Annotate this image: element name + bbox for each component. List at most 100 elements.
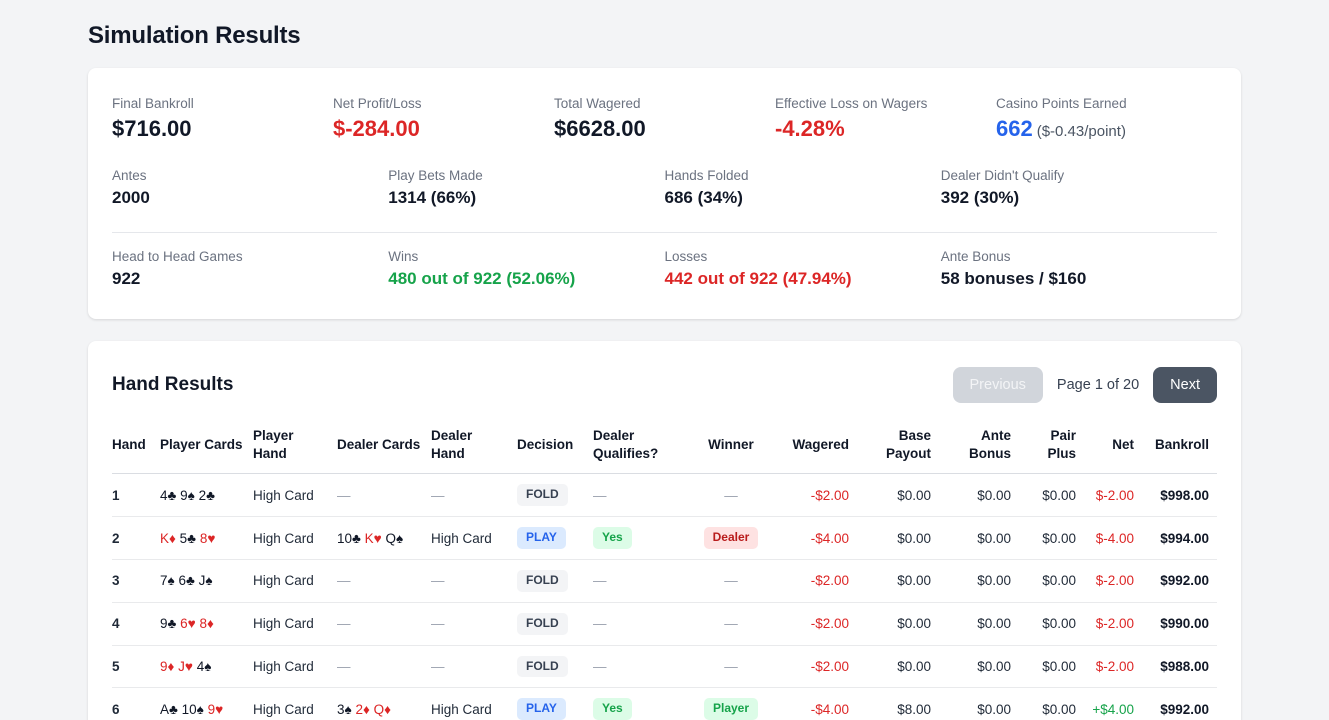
empty-dash: — [337, 659, 351, 675]
qualifies-badge: Yes [593, 698, 632, 720]
stat-effective-loss: Effective Loss on Wagers -4.28% [775, 96, 996, 142]
decision-badge: PLAY [517, 527, 566, 550]
playing-card: 5♣ [179, 530, 197, 546]
playing-card: 8♥ [199, 530, 216, 546]
cell-winner: Dealer [691, 516, 779, 561]
playing-card: 9♣ [160, 616, 177, 632]
decision-badge: FOLD [517, 612, 568, 635]
stat-value: 480 out of 922 (52.06%) [388, 269, 576, 288]
stat-label: Net Profit/Loss [333, 96, 422, 111]
hand-results-header: Hand Results Previous Page 1 of 20 Next [112, 367, 1217, 403]
cell-player-hand: High Card [253, 602, 337, 646]
cell-net: $-4.00 [1084, 516, 1142, 561]
cell-qualifies: Yes [593, 516, 691, 561]
cell-decision: FOLD [517, 602, 593, 646]
cell-wagered: -$2.00 [779, 602, 857, 646]
cell-player-hand: High Card [253, 516, 337, 561]
playing-card: 7♠ [160, 573, 175, 589]
playing-card: Q♦ [373, 701, 392, 717]
cell-dealer-hand: — [431, 473, 517, 518]
empty-dash: — [431, 487, 445, 503]
cell-qualifies: — [593, 645, 691, 689]
column-header-hand: Hand [112, 421, 160, 475]
cell-player-cards: A♣ 10♠ 9♥ [160, 687, 253, 720]
stat-value: 2000 [112, 188, 150, 207]
cell-pair-plus: $0.00 [1019, 473, 1084, 518]
empty-dash: — [337, 616, 351, 632]
stat-value: 392 (30%) [940, 188, 1020, 207]
empty-dash: — [724, 573, 738, 589]
cell-hand: 1 [112, 473, 160, 518]
playing-card: J♥ [178, 659, 193, 675]
cell-pair-plus: $0.00 [1019, 559, 1084, 603]
playing-card: 9♠ [180, 487, 195, 503]
cell-ante-bonus: $0.00 [939, 559, 1019, 603]
stat-losses: Losses 442 out of 922 (47.94%) [665, 249, 941, 289]
stat-label: Effective Loss on Wagers [775, 96, 928, 111]
cell-hand: 2 [112, 516, 160, 561]
casino-points-value: 662 [996, 116, 1033, 141]
stat-label: Antes [112, 168, 147, 183]
empty-dash: — [593, 573, 607, 589]
empty-dash: — [724, 616, 738, 632]
cell-base-payout: $8.00 [857, 687, 939, 720]
empty-dash: — [593, 487, 607, 503]
cell-bankroll: $994.00 [1142, 516, 1217, 561]
decision-badge: FOLD [517, 484, 568, 507]
cell-wagered: -$2.00 [779, 645, 857, 689]
stat-casino-points: Casino Points Earned 662 ($-0.43/point) [996, 96, 1217, 142]
stat-value: 922 [112, 269, 141, 288]
previous-button[interactable]: Previous [952, 367, 1043, 403]
cell-player-cards: 7♠ 6♣ J♠ [160, 559, 253, 603]
cell-winner: — [691, 559, 779, 603]
column-header-bankroll: Bankroll [1142, 421, 1217, 475]
cell-ante-bonus: $0.00 [939, 516, 1019, 561]
empty-dash: — [724, 659, 738, 675]
cell-net: $-2.00 [1084, 645, 1142, 689]
stat-value: 686 (34%) [664, 188, 743, 207]
table-header-row: Hand Player Cards Player Hand Dealer Cards D… [112, 421, 1217, 475]
column-header-ante-bonus: Ante Bonus [939, 421, 1019, 475]
column-header-player-cards: Player Cards [160, 421, 253, 475]
cell-bankroll: $998.00 [1142, 473, 1217, 518]
cell-dealer-cards: 10♣ K♥ Q♠ [337, 516, 431, 561]
next-button[interactable]: Next [1153, 367, 1217, 403]
stat-head-to-head: Head to Head Games 922 [112, 249, 388, 289]
cell-wagered: -$2.00 [779, 559, 857, 603]
cell-net: $-2.00 [1084, 602, 1142, 646]
pagination: Previous Page 1 of 20 Next [952, 367, 1217, 403]
stat-label: Hands Folded [664, 168, 749, 183]
playing-card: 8♦ [199, 616, 214, 632]
winner-badge: Dealer [703, 527, 759, 550]
stat-value: $716.00 [112, 116, 192, 141]
empty-dash: — [593, 659, 607, 675]
column-header-dealer-cards: Dealer Cards [337, 421, 431, 475]
stat-label: Wins [388, 249, 419, 264]
table-row: 6 A♣ 10♠ 9♥ High Card 3♠ 2♦ Q♦ High Card PLAY… [112, 687, 1217, 720]
table-row: 3 7♠ 6♣ J♠ High Card — — FOLD — — -$2.00 $0.00 $0.… [112, 559, 1217, 603]
playing-card: 2♣ [198, 487, 215, 503]
stat-value: 58 bonuses / $160 [940, 269, 1087, 288]
playing-card: A♣ [160, 701, 178, 717]
cell-hand: 3 [112, 559, 160, 603]
hand-results-title: Hand Results [112, 374, 234, 395]
cell-pair-plus: $0.00 [1019, 687, 1084, 720]
stat-play-bets: Play Bets Made 1314 (66%) [388, 168, 664, 208]
cell-wagered: -$4.00 [779, 687, 857, 720]
column-header-dealer-hand: Dealer Hand [431, 421, 517, 475]
stat-final-bankroll: Final Bankroll $716.00 [112, 96, 333, 142]
cell-dealer-cards: — [337, 559, 431, 603]
cell-net: $-2.00 [1084, 559, 1142, 603]
column-header-winner: Winner [691, 421, 779, 475]
page-indicator: Page 1 of 20 [1056, 377, 1140, 393]
playing-card: K♦ [160, 530, 176, 546]
cell-player-hand: High Card [253, 559, 337, 603]
playing-card: 4♣ [160, 487, 177, 503]
stat-value: -4.28% [775, 116, 845, 141]
cell-pair-plus: $0.00 [1019, 516, 1084, 561]
playing-card: 6♥ [180, 616, 196, 632]
playing-card: 4♠ [196, 659, 212, 675]
cell-pair-plus: $0.00 [1019, 602, 1084, 646]
column-header-player-hand: Player Hand [253, 421, 337, 475]
hand-results-card: Hand Results Previous Page 1 of 20 Next … [88, 341, 1241, 720]
